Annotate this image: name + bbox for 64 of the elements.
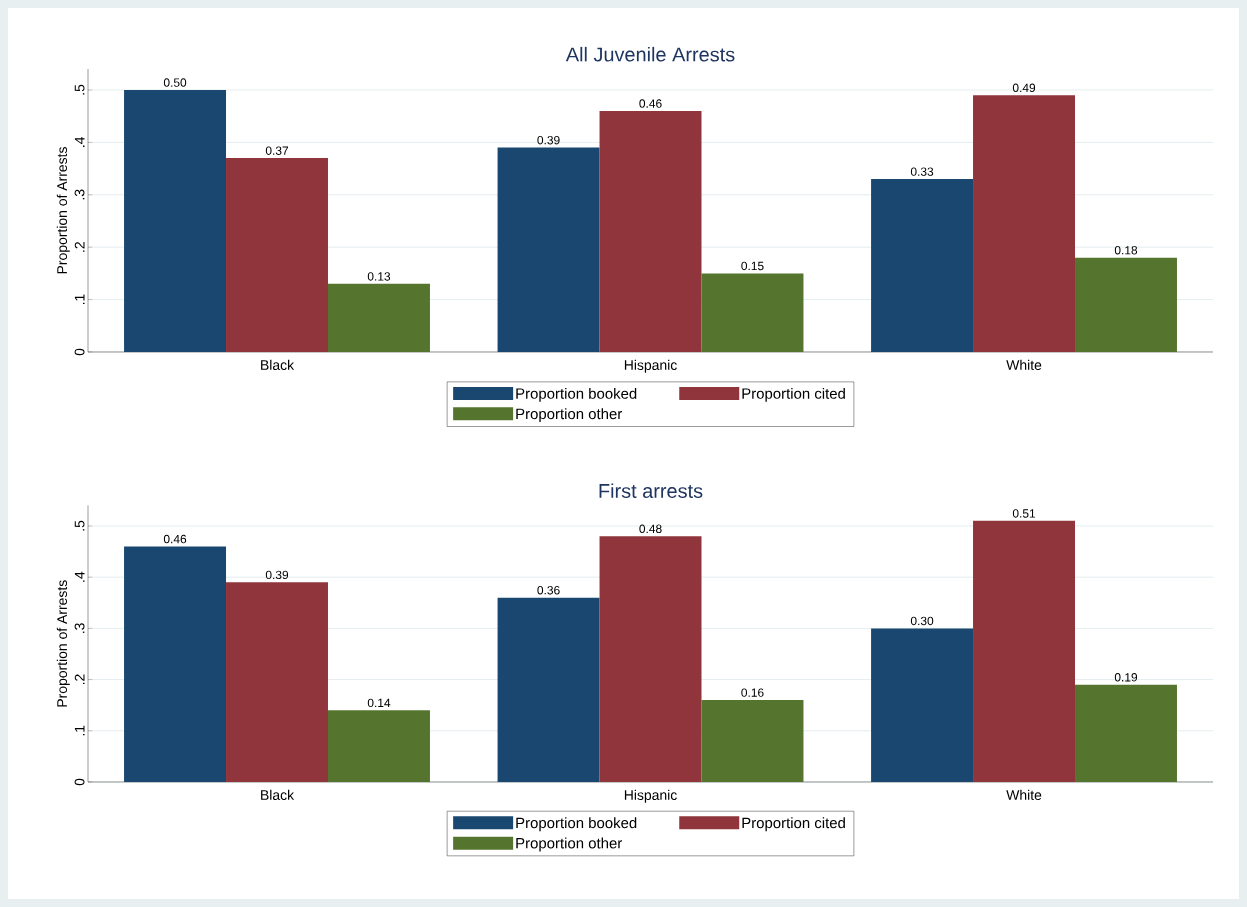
- data-label: 0.14: [367, 698, 391, 708]
- legend-label: Proportion booked: [516, 817, 637, 832]
- bar: [1075, 257, 1177, 352]
- bar: [124, 89, 227, 352]
- bar: [226, 582, 328, 782]
- bar: [701, 273, 804, 352]
- y-axis-title: Proportion of Arrests: [56, 147, 70, 274]
- data-label: 0.39: [265, 570, 289, 580]
- data-label: 0.37: [265, 146, 289, 155]
- chart-title: All Juvenile Arrests: [565, 46, 735, 62]
- data-label: 0.15: [741, 261, 764, 271]
- legend-label: Proportion other: [516, 837, 622, 852]
- legend-label: Proportion cited: [742, 817, 845, 832]
- data-label: 0.33: [910, 167, 934, 176]
- bar: [973, 95, 1076, 352]
- data-label: 0.36: [537, 586, 560, 595]
- data-label: 0.13: [367, 272, 391, 281]
- bar: [327, 283, 430, 352]
- data-label: 0.39: [537, 135, 560, 145]
- data-label: 0.19: [1114, 673, 1138, 682]
- x-tick-label: Black: [261, 789, 295, 800]
- bar: [1075, 684, 1177, 782]
- y-tick-label: .5: [74, 84, 85, 95]
- data-label: 0.46: [639, 99, 662, 108]
- data-label: 0.18: [1114, 246, 1138, 255]
- data-label: 0.51: [1012, 509, 1036, 518]
- y-tick-label: 0: [74, 778, 85, 786]
- y-tick-label: .3: [74, 189, 85, 200]
- bar: [701, 700, 804, 782]
- y-tick-label: .1: [74, 294, 85, 305]
- bar: [327, 710, 430, 782]
- legend-label: Proportion cited: [742, 387, 845, 402]
- y-tick-label: .3: [74, 623, 85, 633]
- y-tick-label: .4: [74, 136, 85, 147]
- y-tick-label: .5: [74, 520, 85, 531]
- bar: [497, 597, 600, 782]
- bar: [871, 628, 974, 782]
- x-tick-label: White: [1006, 359, 1042, 370]
- data-label: 0.49: [1012, 83, 1036, 93]
- y-tick-label: 0: [74, 348, 85, 356]
- x-tick-label: Black: [261, 359, 295, 370]
- bar: [599, 110, 702, 352]
- chart-title: First arrests: [599, 483, 703, 498]
- y-axis-title: Proportion of Arrests: [56, 580, 70, 707]
- x-tick-label: Hispanic: [624, 789, 677, 803]
- bar: [599, 536, 702, 782]
- y-tick-label: .2: [74, 674, 85, 685]
- bar: [973, 520, 1076, 782]
- data-label: 0.46: [163, 534, 187, 544]
- x-tick-label: Hispanic: [624, 359, 677, 373]
- bar: [497, 147, 600, 352]
- bar: [226, 158, 328, 352]
- data-label: 0.50: [163, 78, 187, 87]
- y-tick-label: .4: [74, 571, 85, 582]
- legend-label: Proportion booked: [516, 387, 637, 402]
- y-tick-label: .1: [74, 725, 85, 736]
- y-tick-label: .2: [74, 242, 85, 252]
- data-label: 0.48: [639, 524, 662, 534]
- data-label: 0.30: [910, 616, 934, 626]
- x-tick-label: White: [1006, 789, 1042, 800]
- data-label: 0.16: [741, 688, 764, 697]
- legend-label: Proportion other: [516, 408, 622, 423]
- bar: [124, 546, 227, 782]
- bar: [871, 179, 974, 352]
